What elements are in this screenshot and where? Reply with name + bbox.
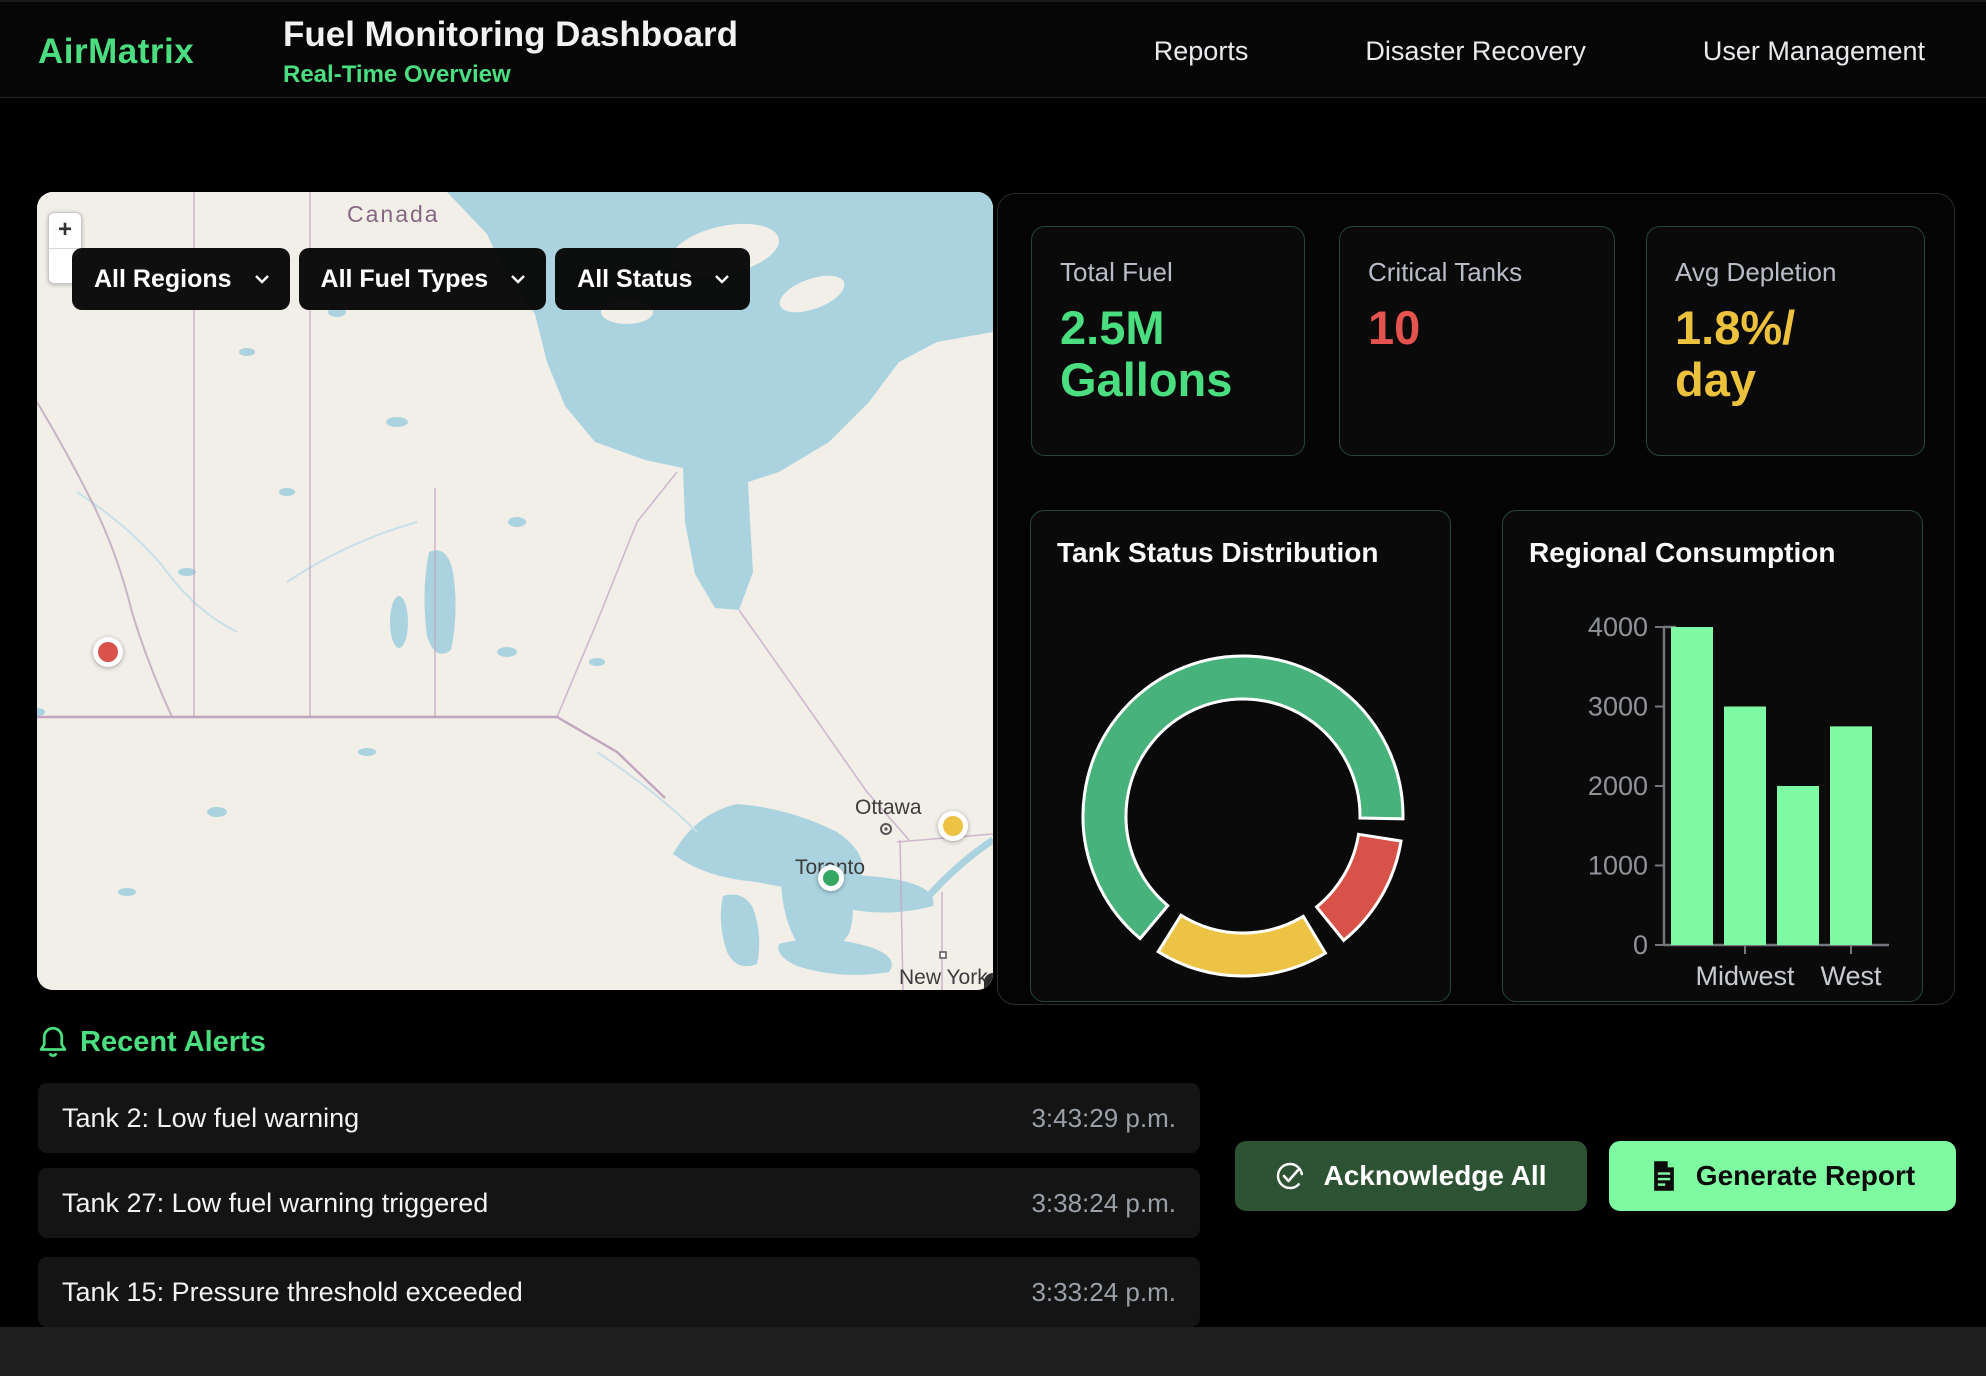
map-filters: All Regions All Fuel Types All Status [72,248,750,310]
y-tick-label: 3000 [1588,692,1648,722]
map-label-new-york: New York [899,966,988,989]
map-lake [589,658,605,666]
alert-time: 3:33:24 p.m. [1031,1277,1176,1308]
document-icon [1650,1160,1678,1192]
map-lake [390,596,408,648]
fuel-type-filter-value: All Fuel Types [321,265,489,294]
stat-card-avg-depletion: Avg Depletion 1.8%/day [1646,226,1925,456]
alert-text: Tank 2: Low fuel warning [62,1103,359,1134]
alert-row[interactable]: Tank 27: Low fuel warning triggered 3:38… [38,1168,1200,1238]
page-title: Fuel Monitoring Dashboard [283,15,738,55]
status-filter-dropdown[interactable]: All Status [555,248,750,310]
fuel-map[interactable]: Canada Ottawa Toronto New York + All Reg… [37,192,993,990]
recent-alerts-heading: Recent Alerts [80,1026,266,1059]
alert-text: Tank 27: Low fuel warning triggered [62,1188,488,1219]
map-canvas: Canada Ottawa Toronto New York [37,192,993,990]
bar-region-2[interactable] [1777,786,1819,945]
tank-marker-warning[interactable] [938,811,968,841]
tank-status-donut-chart[interactable] [1031,511,1452,1003]
stat-card-critical-tanks: Critical Tanks 10 [1339,226,1615,456]
stat-card-total-fuel: Total Fuel 2.5MGallons [1031,226,1305,456]
chevron-down-icon [714,274,730,284]
tank-marker-normal[interactable] [818,865,844,891]
bar-region-3[interactable] [1830,726,1872,945]
map-lake [497,647,517,657]
x-tick-label: Midwest [1695,961,1795,991]
alert-row[interactable]: Tank 2: Low fuel warning 3:43:29 p.m. [38,1083,1200,1153]
alert-text: Tank 15: Pressure threshold exceeded [62,1277,523,1308]
page-subtitle: Real-Time Overview [283,61,511,89]
map-lake [386,417,408,427]
map-label-ottawa: Ottawa [855,796,922,819]
map-lake-winnipeg [424,550,455,654]
donut-segment-critical[interactable] [1317,834,1401,940]
fuel-monitoring-dashboard: AirMatrix Fuel Monitoring Dashboard Real… [0,0,1986,1376]
stat-value: 2.5MGallons [1060,302,1276,405]
generate-report-label: Generate Report [1696,1160,1915,1192]
regional-consumption-card: Regional Consumption 0 1000 2000 3000 4000 Mi… [1502,510,1923,1002]
zoom-in-button[interactable]: + [49,213,81,249]
status-filter-value: All Status [577,265,692,294]
alert-time: 3:43:29 p.m. [1031,1103,1176,1134]
map-lake [118,888,136,896]
main-nav: Reports Disaster Recovery User Managemen… [1154,2,1925,100]
y-tick-label: 0 [1633,930,1648,960]
map-label-canada: Canada [347,201,440,227]
bar-region-1[interactable] [1724,707,1766,946]
fuel-type-filter-dropdown[interactable]: All Fuel Types [299,248,547,310]
nav-item-user-management[interactable]: User Management [1703,36,1925,67]
stat-label: Avg Depletion [1675,257,1896,288]
newyork-town-marker [940,952,946,958]
footer-bar [0,1327,1986,1376]
tank-status-distribution-card: Tank Status Distribution [1030,510,1451,1002]
map-resize-handle[interactable] [984,973,993,990]
generate-report-button[interactable]: Generate Report [1609,1141,1956,1211]
map-lake [279,488,295,496]
donut-segment-warning[interactable] [1158,915,1325,976]
x-tick-label: West [1820,961,1882,991]
alert-time: 3:38:24 p.m. [1031,1188,1176,1219]
header: AirMatrix Fuel Monitoring Dashboard Real… [0,0,1986,98]
region-filter-dropdown[interactable]: All Regions [72,248,290,310]
region-filter-value: All Regions [94,265,232,294]
tank-marker-critical[interactable] [93,637,123,667]
chevron-down-icon [254,274,270,284]
stat-value: 1.8%/day [1675,302,1896,405]
map-lake [358,748,376,756]
chart-title: Tank Status Distribution [1057,537,1379,569]
acknowledge-all-button[interactable]: Acknowledge All [1235,1141,1587,1211]
bar-region-0[interactable] [1671,627,1713,945]
stat-label: Total Fuel [1060,257,1276,288]
map-lake [508,517,526,527]
stat-value: 10 [1368,302,1586,354]
check-circle-icon [1275,1161,1305,1191]
bell-icon [38,1024,68,1060]
regional-consumption-bar-chart[interactable]: 0 1000 2000 3000 4000 Midwest West [1503,511,1924,1003]
map-lake [239,348,255,356]
alert-row[interactable]: Tank 15: Pressure threshold exceeded 3:3… [38,1257,1200,1327]
y-tick-label: 1000 [1588,851,1648,881]
nav-item-reports[interactable]: Reports [1154,36,1249,67]
acknowledge-all-label: Acknowledge All [1323,1160,1546,1192]
y-tick-label: 4000 [1588,612,1648,642]
stat-label: Critical Tanks [1368,257,1586,288]
chevron-down-icon [510,274,526,284]
nav-item-disaster-recovery[interactable]: Disaster Recovery [1365,36,1586,67]
brand-logo[interactable]: AirMatrix [38,32,194,72]
y-tick-label: 2000 [1588,771,1648,801]
ottawa-town-marker-dot [884,827,887,830]
chart-title: Regional Consumption [1529,537,1835,569]
map-lake [207,807,227,817]
